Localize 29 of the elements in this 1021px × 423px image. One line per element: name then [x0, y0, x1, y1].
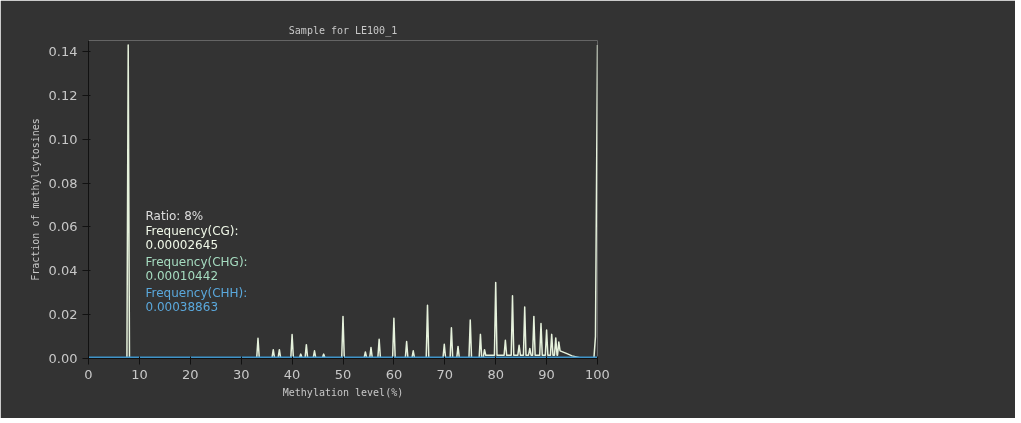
y-tick-label: 0.12 [48, 87, 78, 103]
chart-title: Sample for LE100_1 [288, 24, 398, 37]
x-tick-label: 100 [585, 366, 610, 382]
y-axis-title: Fraction of methylcytosines [29, 118, 41, 281]
x-tick-label: 20 [182, 366, 199, 382]
x-tick-label: 40 [283, 366, 301, 382]
x-tick-label: 30 [232, 366, 250, 382]
annotation: 0.00038863 [145, 299, 219, 314]
annotation: Frequency(CG): [145, 224, 239, 238]
annotation: 0.00002645 [145, 237, 219, 252]
annotation: Frequency(CHG): [145, 255, 248, 269]
y-tick-label: 0.06 [48, 219, 78, 235]
annotation: 0.00010442 [145, 268, 219, 283]
x-tick-label: 60 [385, 366, 403, 382]
y-tick-label: 0.08 [48, 175, 78, 191]
x-tick-label: 80 [487, 366, 504, 382]
x-tick-label: 0 [84, 366, 93, 382]
y-tick-label: 0.14 [48, 43, 78, 59]
annotation: Frequency(CHH): [145, 286, 248, 300]
y-tick-label: 0.04 [48, 263, 78, 279]
y-tick-label: 0.10 [48, 131, 78, 147]
y-tick-label: 0.00 [48, 351, 78, 366]
y-tick-label: 0.02 [48, 307, 78, 323]
x-tick-label: 70 [436, 366, 454, 382]
x-tick-label: 50 [334, 366, 352, 382]
x-tick-label: 90 [538, 366, 555, 382]
x-tick-label: 10 [131, 366, 148, 382]
annotation: Ratio: 8% [145, 208, 204, 223]
x-axis-title: Methylation level(%) [282, 386, 404, 398]
